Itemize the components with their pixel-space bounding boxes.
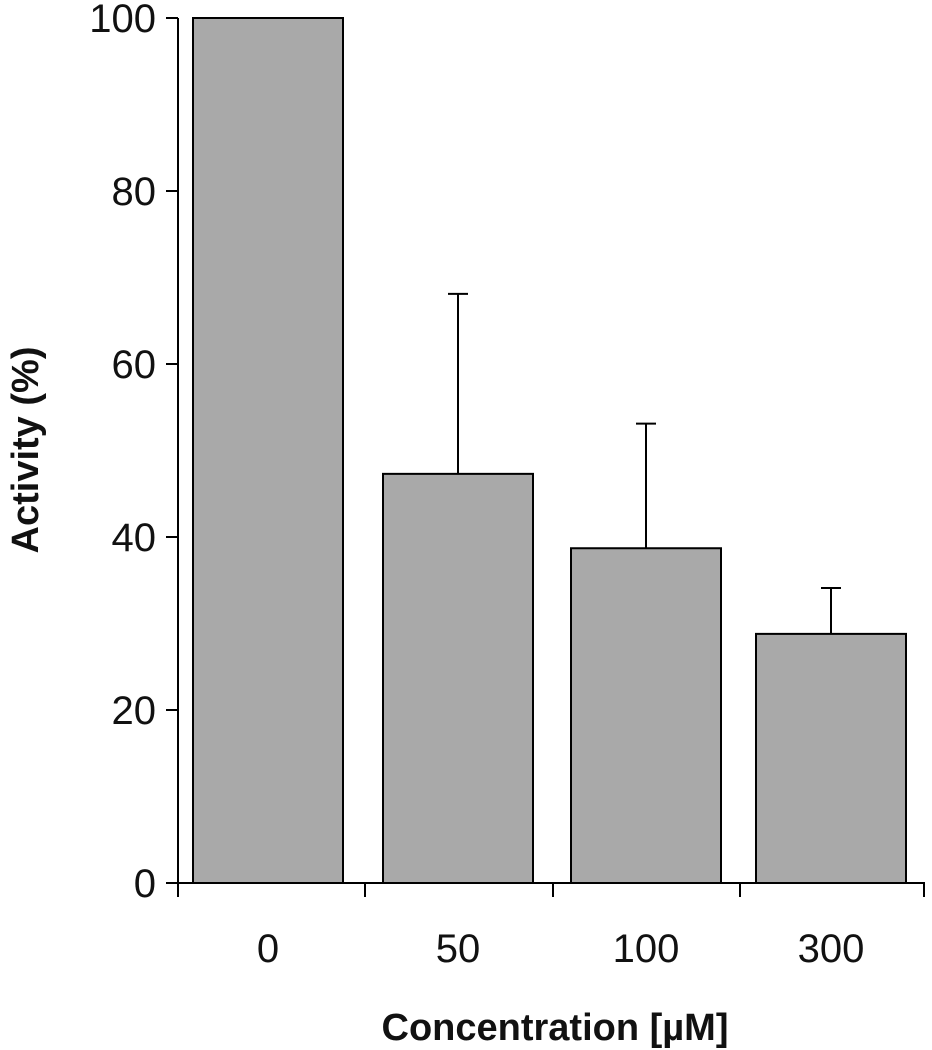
x-axis-title: Concentration [µM] (382, 1007, 729, 1049)
y-tick-label-80: 80 (112, 170, 157, 214)
axes-group (166, 17, 925, 897)
bars-group (192, 17, 907, 884)
bar-0 (192, 17, 344, 884)
error-bars-group (448, 292, 841, 634)
x-tick-label-50: 50 (436, 927, 481, 971)
x-tick-label-300: 300 (798, 927, 865, 971)
y-axis-title: Activity (%) (5, 347, 47, 554)
y-tick-label-60: 60 (112, 343, 157, 387)
bar-50 (382, 472, 534, 884)
y-tick-label-100: 100 (89, 0, 156, 41)
bar-100 (570, 547, 722, 884)
y-tick-label-0: 0 (134, 862, 156, 906)
tick-labels-group: 0 20 40 60 80 100 0 50 100 300 (89, 0, 864, 971)
x-tick-label-0: 0 (257, 927, 279, 971)
bar-300 (755, 632, 907, 884)
y-tick-label-40: 40 (112, 516, 157, 560)
y-tick-label-20: 20 (112, 689, 157, 733)
x-tick-label-100: 100 (613, 927, 680, 971)
